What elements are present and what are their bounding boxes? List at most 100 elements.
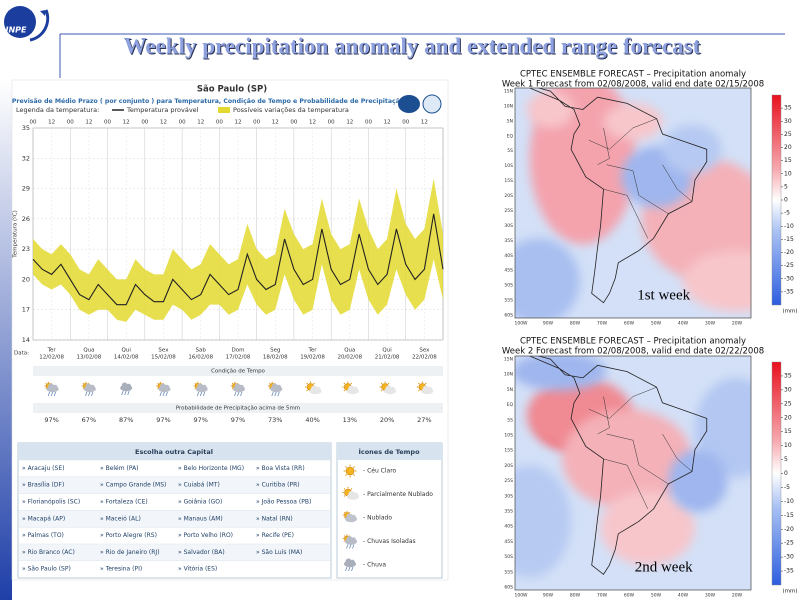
rain-drop xyxy=(234,391,237,397)
map-title: CPTEC ENSEMBLE FORECAST – Precipitation … xyxy=(520,337,746,347)
capital-link[interactable]: » Rio Branco (AC) xyxy=(22,549,75,556)
lon-label: 70W xyxy=(597,593,608,599)
capital-link[interactable]: » Manaus (AM) xyxy=(178,515,223,522)
capital-link[interactable]: » Macapá (AP) xyxy=(22,515,65,522)
sun-ray xyxy=(343,535,346,537)
cloud xyxy=(427,386,433,392)
day-date: 21/02/08 xyxy=(375,355,400,361)
y-axis-label: Temperatura (ºC) xyxy=(12,210,19,258)
colorbar-tick-label: 5 xyxy=(784,183,788,190)
country-border xyxy=(606,433,669,485)
rain-drop xyxy=(124,390,127,396)
hour-label: 12 xyxy=(197,120,204,126)
weather-icon xyxy=(343,464,357,478)
colorbar-tick-label: -10 xyxy=(784,498,794,505)
capital-link[interactable]: » Rio de Janeiro (RJ) xyxy=(100,549,160,556)
lat-label: 45S xyxy=(504,539,513,545)
lat-label: 60S xyxy=(504,313,513,319)
cloud xyxy=(345,558,352,565)
anomaly-blob xyxy=(526,91,575,128)
colorbar-tick-label: 25 xyxy=(784,400,792,407)
day-weekday: Seg xyxy=(270,348,280,354)
day-weekday: Qui xyxy=(122,348,132,354)
hour-label: 12 xyxy=(421,120,428,126)
capital-link[interactable]: » Palmas (TO) xyxy=(22,532,64,539)
capital-link[interactable]: » Porto Velho (RO) xyxy=(178,532,233,539)
hour-label: 12 xyxy=(85,120,92,126)
capital-link[interactable]: » Aracaju (SE) xyxy=(22,465,64,472)
anomaly-blob xyxy=(603,103,663,141)
probability-label: 27% xyxy=(417,416,431,424)
sun-ray xyxy=(45,382,47,385)
cloud xyxy=(164,384,170,390)
lat-label: 15N xyxy=(504,89,513,95)
capital-link[interactable]: » Salvador (BA) xyxy=(178,549,225,556)
capital-link[interactable]: » Maceió (AL) xyxy=(100,515,141,522)
capital-link[interactable]: » Brasília (DF) xyxy=(22,482,64,489)
capital-link[interactable]: » Curitiba (PR) xyxy=(256,482,300,489)
capital-link[interactable]: » Florianópolis (SC) xyxy=(22,499,80,506)
probability-label: 97% xyxy=(156,416,170,424)
day-date: 16/02/08 xyxy=(188,355,213,361)
weather-icon xyxy=(342,510,357,523)
lat-label: 10N xyxy=(504,103,513,109)
cloud xyxy=(352,386,358,392)
capital-link[interactable]: » São Paulo (SP) xyxy=(22,566,71,573)
icon-legend-label: - Céu Claro xyxy=(363,468,397,475)
sun-ray xyxy=(231,382,234,385)
rain-drop xyxy=(162,391,165,397)
icon-legend-label: - Chuvas Isoladas xyxy=(363,538,416,545)
sun-ray xyxy=(343,540,346,542)
capital-link[interactable]: » Vitória (ES) xyxy=(178,566,217,573)
cloud xyxy=(311,385,318,392)
cloud xyxy=(276,384,282,390)
sun-ray xyxy=(313,382,315,385)
capital-link[interactable]: » Teresina (PI) xyxy=(100,566,142,573)
capitals-header: Escolha outra Capital xyxy=(135,448,213,456)
capital-link[interactable]: » Belém (PA) xyxy=(100,465,139,472)
colorbar-tick-label: -10 xyxy=(784,223,794,230)
anomaly-blob xyxy=(662,124,722,174)
capital-link[interactable]: » Cuiabá (MT) xyxy=(178,482,220,489)
capital-link[interactable]: » São Luís (MA) xyxy=(256,549,302,556)
colorbar-tick-label: -35 xyxy=(784,288,794,295)
colorbar-tick-label: 35 xyxy=(784,372,792,379)
sun-ray xyxy=(343,389,346,392)
forecast-subtitle: Previsão de Médio Prazo ( por conjunto )… xyxy=(12,97,404,105)
capital-link[interactable]: » Fortaleza (CE) xyxy=(100,499,148,506)
hour-label: 12 xyxy=(123,120,130,126)
capital-link[interactable]: » Boa Vista (RR) xyxy=(256,465,305,472)
lat-label: 15S xyxy=(504,448,513,454)
weather-icon xyxy=(193,381,208,397)
lon-label: 80W xyxy=(570,321,581,327)
rain-drop xyxy=(159,391,162,397)
capital-link[interactable]: » Campo Grande (MS) xyxy=(100,482,166,489)
capital-link[interactable]: » João Pessoa (PB) xyxy=(256,499,311,506)
weather-icon xyxy=(416,381,434,395)
logo: INPE xyxy=(4,6,50,42)
capital-link[interactable]: » Recife (PE) xyxy=(256,532,294,539)
day-weekday: Dom xyxy=(232,348,245,354)
icon-legend-label: - Parcialmente Nublado xyxy=(363,491,433,498)
y-tick-label: 23 xyxy=(22,245,30,253)
hour-label: 12 xyxy=(309,120,316,126)
day-weekday: Sex xyxy=(158,348,169,354)
sun-ray xyxy=(82,387,85,390)
sun-ray xyxy=(157,387,159,390)
colorbar-tick-label: -25 xyxy=(784,540,794,547)
colorbar-tick-label: -15 xyxy=(784,512,794,519)
capital-link[interactable]: » Belo Horizonte (MG) xyxy=(178,465,244,472)
capital-link[interactable]: » Porto Alegre (RS) xyxy=(100,532,157,539)
sidebar xyxy=(0,80,12,600)
weather-icon xyxy=(342,486,359,500)
colorbar-unit: (mm) xyxy=(782,309,797,315)
colorbar-tick-label: 10 xyxy=(784,442,792,449)
lat-label: EQ xyxy=(507,402,514,408)
anomaly-blob xyxy=(668,449,728,512)
colorbar-tick-label: 0 xyxy=(784,470,788,477)
capital-link[interactable]: » Goiânia (GO) xyxy=(178,499,222,506)
anomaly-blob xyxy=(515,465,572,578)
capital-link[interactable]: » Natal (RN) xyxy=(256,515,293,522)
lon-label: 80W xyxy=(570,593,581,599)
legend-label: Possíveis variações da temperatura xyxy=(233,106,349,114)
